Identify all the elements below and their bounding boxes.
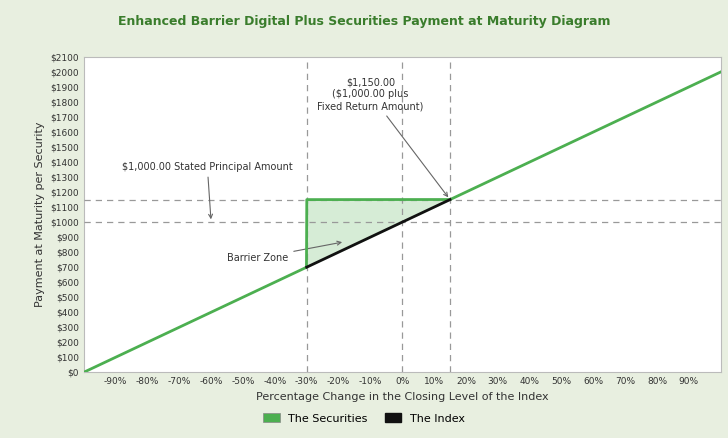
X-axis label: Percentage Change in the Closing Level of the Index: Percentage Change in the Closing Level o… bbox=[256, 392, 548, 402]
Text: Barrier Zone: Barrier Zone bbox=[227, 241, 341, 263]
Text: Enhanced Barrier Digital Plus Securities Payment at Maturity Diagram: Enhanced Barrier Digital Plus Securities… bbox=[118, 15, 610, 28]
Text: $1,000.00 Stated Principal Amount: $1,000.00 Stated Principal Amount bbox=[122, 162, 293, 218]
Y-axis label: Payment at Maturity per Security: Payment at Maturity per Security bbox=[34, 122, 44, 307]
Legend: The Securities, The Index: The Securities, The Index bbox=[258, 409, 470, 428]
Text: $1,150.00
($1,000.00 plus
Fixed Return Amount): $1,150.00 ($1,000.00 plus Fixed Return A… bbox=[317, 78, 448, 196]
